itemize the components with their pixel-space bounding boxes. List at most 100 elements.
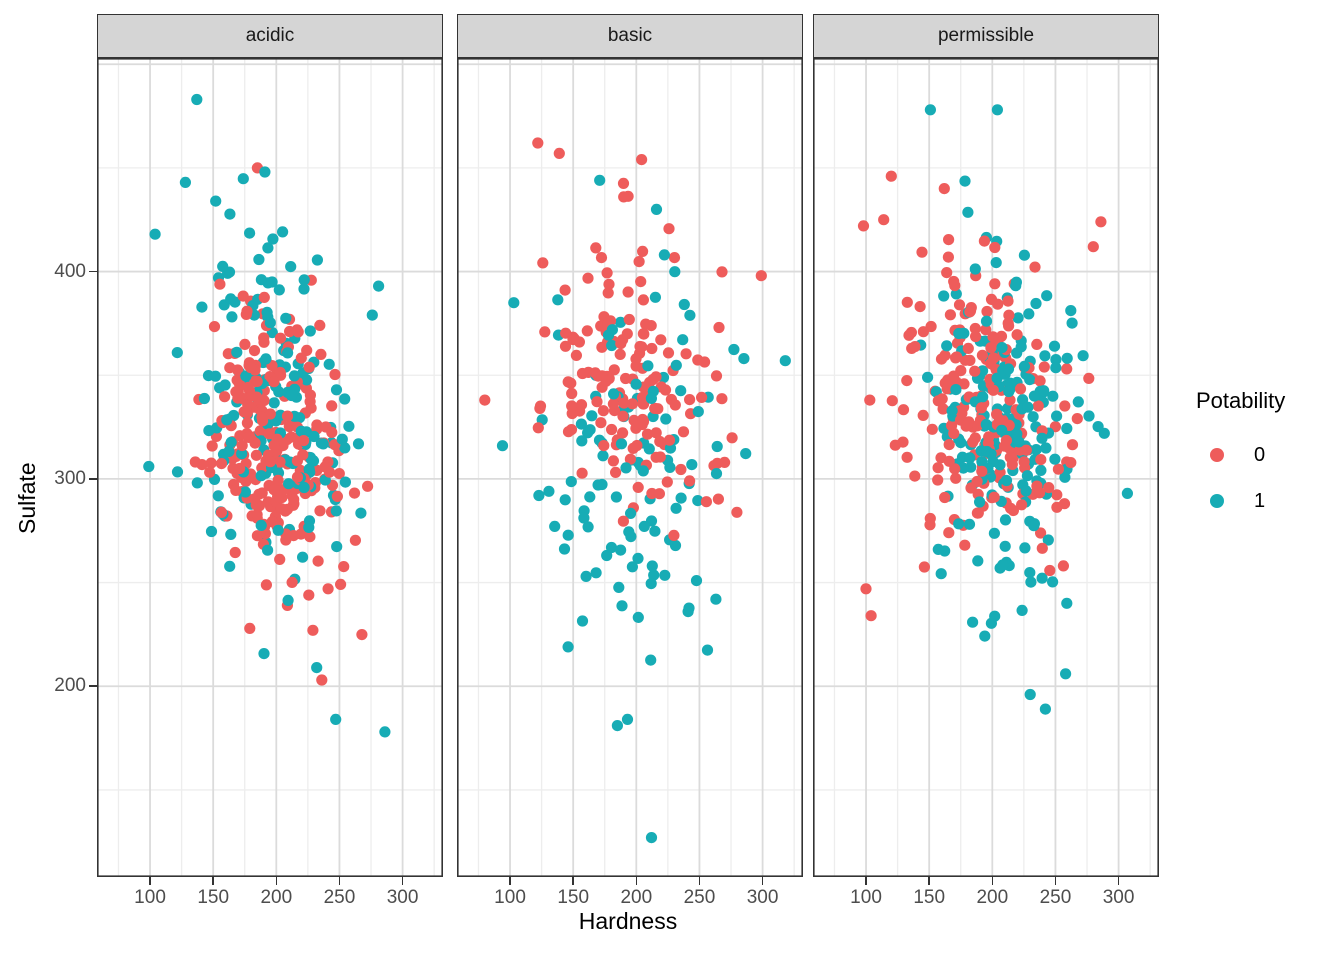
data-point xyxy=(649,525,661,537)
data-point xyxy=(1040,442,1052,454)
data-point xyxy=(976,465,988,477)
data-point xyxy=(878,214,890,226)
y-tick-mark xyxy=(89,685,97,688)
data-point xyxy=(576,467,588,479)
data-point xyxy=(242,381,254,393)
data-point xyxy=(1024,567,1036,579)
data-point xyxy=(606,339,618,352)
data-point xyxy=(322,583,334,595)
data-point xyxy=(314,319,326,331)
data-point xyxy=(989,610,1001,622)
data-point xyxy=(316,674,328,686)
data-point xyxy=(352,438,365,450)
data-point xyxy=(339,476,351,488)
data-point xyxy=(1030,297,1042,310)
facet-strip-label: acidic xyxy=(245,25,295,46)
data-point xyxy=(272,474,284,486)
data-point xyxy=(897,404,910,416)
data-point xyxy=(231,374,243,386)
data-point xyxy=(1042,534,1054,546)
data-point xyxy=(1038,385,1050,397)
data-point xyxy=(625,507,637,519)
data-point xyxy=(312,555,324,567)
x-tick-label: 300 xyxy=(1102,887,1135,908)
data-point xyxy=(237,290,249,302)
data-point xyxy=(1044,564,1056,577)
data-point xyxy=(590,567,602,579)
data-point xyxy=(1057,560,1069,572)
data-point xyxy=(311,419,323,431)
data-point xyxy=(1024,374,1036,386)
data-point xyxy=(566,400,578,412)
x-tick-mark xyxy=(401,877,404,885)
data-point xyxy=(999,540,1011,552)
data-point xyxy=(618,397,630,409)
data-point xyxy=(983,431,995,443)
legend-label: 0 xyxy=(1254,443,1266,466)
data-point xyxy=(553,147,565,159)
data-point xyxy=(331,490,343,502)
data-point xyxy=(976,349,988,361)
data-point xyxy=(606,423,618,436)
data-point xyxy=(926,423,938,435)
data-point xyxy=(532,137,544,149)
data-point xyxy=(649,291,661,303)
data-point xyxy=(675,492,687,504)
data-point xyxy=(918,561,930,573)
data-point xyxy=(595,417,607,429)
data-point xyxy=(559,340,572,352)
data-point xyxy=(645,578,657,590)
data-point xyxy=(648,569,660,581)
data-point xyxy=(268,376,280,388)
data-point xyxy=(1035,464,1047,476)
data-point xyxy=(668,252,681,264)
data-point xyxy=(236,439,248,452)
data-point xyxy=(1031,480,1043,492)
data-point xyxy=(1003,309,1015,321)
data-point xyxy=(221,414,233,426)
data-point xyxy=(985,293,998,305)
data-point xyxy=(263,428,275,440)
data-point xyxy=(755,270,767,282)
data-point xyxy=(944,309,956,321)
data-point xyxy=(886,395,898,407)
data-point xyxy=(285,389,298,402)
data-point xyxy=(978,235,990,247)
data-point xyxy=(598,440,610,452)
data-point xyxy=(640,318,652,330)
data-point xyxy=(204,466,216,478)
data-point xyxy=(1003,385,1015,398)
data-point xyxy=(948,427,960,439)
data-point xyxy=(969,322,981,335)
data-point xyxy=(726,432,738,444)
data-point xyxy=(562,529,574,541)
legend-dot-potability-0 xyxy=(1210,448,1224,462)
data-point xyxy=(1060,668,1072,680)
data-point xyxy=(262,544,274,556)
x-tick-label: 100 xyxy=(134,887,166,908)
data-point xyxy=(980,315,993,327)
data-point xyxy=(885,170,897,182)
data-point xyxy=(284,325,296,338)
data-point xyxy=(288,493,300,506)
data-point xyxy=(950,384,962,396)
data-point xyxy=(637,245,649,257)
data-point xyxy=(539,326,551,338)
data-point xyxy=(311,662,323,674)
data-point xyxy=(675,463,687,476)
data-point xyxy=(565,476,577,488)
data-point xyxy=(1121,487,1133,499)
data-point xyxy=(939,491,951,504)
x-tick-label: 150 xyxy=(913,887,946,908)
data-point xyxy=(974,496,986,508)
data-point xyxy=(970,330,982,343)
data-point xyxy=(617,177,630,189)
data-point xyxy=(1051,489,1063,501)
y-tick-label: 200 xyxy=(54,675,86,697)
data-point xyxy=(901,375,913,387)
data-point xyxy=(295,425,307,437)
data-point xyxy=(298,435,310,447)
data-point xyxy=(621,713,634,726)
data-point xyxy=(938,290,950,302)
data-point xyxy=(996,424,1008,436)
